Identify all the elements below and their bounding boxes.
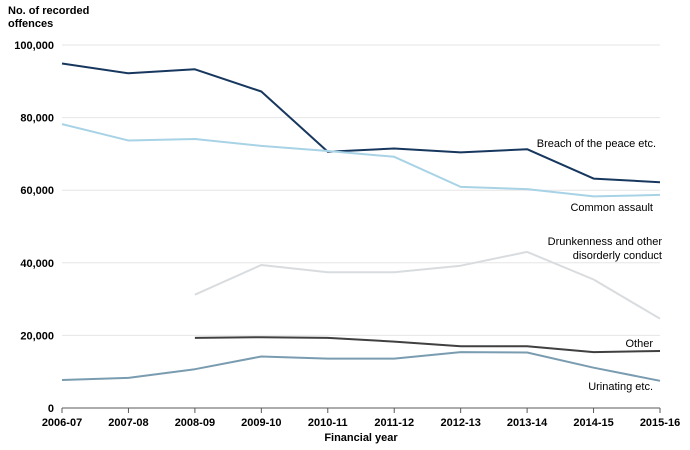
series-labels: Breach of the peace etc. Common assault Dr… — [537, 138, 663, 393]
x-tick-label: 2006-07 — [42, 417, 82, 429]
series-label: Other — [625, 338, 653, 350]
x-tick-label: 2007-08 — [108, 417, 148, 429]
x-tick-label: 2012-13 — [440, 417, 480, 429]
y-tick-label: 60,000 — [20, 185, 54, 197]
series-line-common-assault — [61, 123, 661, 198]
gridlines — [62, 44, 660, 336]
y-tick-label: 0 — [48, 403, 54, 415]
y-tick-label: 20,000 — [20, 330, 54, 342]
y-tick-label: 80,000 — [20, 113, 54, 125]
series-label: Common assault — [570, 202, 653, 214]
x-tick-label: 2009-10 — [241, 417, 281, 429]
x-tick-label: 2014-15 — [573, 417, 613, 429]
y-tick-label: 40,000 — [20, 258, 54, 270]
x-tick-label: 2008-09 — [175, 417, 215, 429]
y-axis-title: No. of recorded offences — [8, 5, 89, 30]
x-axis: 2006-07 2007-08 2008-09 2009-10 2010-11 2011-… — [42, 407, 680, 429]
x-tick-label: 2010-11 — [308, 417, 348, 429]
series-line-urinating-etc — [61, 351, 661, 382]
x-tick-label: 2013-14 — [507, 417, 548, 429]
series-line-breach-of-the-peace-etc — [61, 62, 661, 184]
series-label: Drunkenness and other disorderly conduct — [548, 236, 663, 262]
series-label: Breach of the peace etc. — [537, 138, 656, 150]
series-lines — [61, 62, 661, 382]
y-axis-ticks: 0 20,000 40,000 60,000 80,000 100,000 — [14, 40, 54, 415]
y-tick-label: 100,000 — [14, 40, 54, 52]
x-axis-title: Financial year — [324, 432, 398, 444]
x-tick-label: 2015-16 — [640, 417, 680, 429]
series-label: Urinating etc. — [588, 381, 653, 393]
series-line-other — [194, 336, 661, 354]
x-tick-label: 2011-12 — [374, 417, 414, 429]
series-line-drunkenness-and-other-disorderly-conduct — [194, 250, 661, 320]
